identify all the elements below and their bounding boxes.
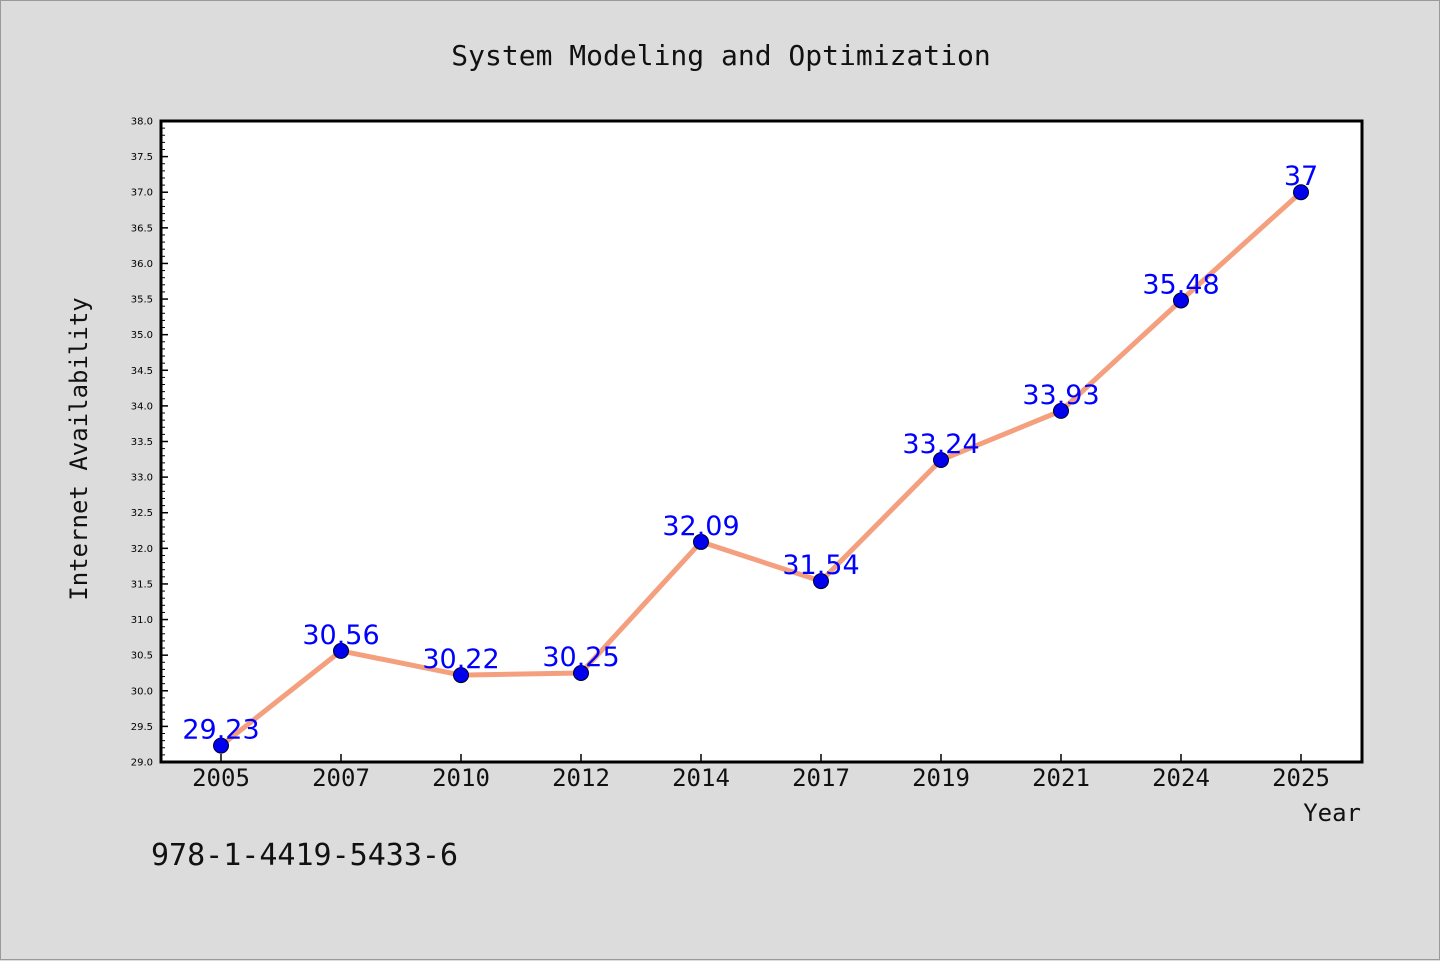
y-tick-label: 38.0 [131,117,153,128]
data-label: 37 [1284,161,1318,192]
data-point [453,667,469,684]
data-point [1053,402,1069,419]
y-tick-label: 31.5 [131,579,153,590]
isbn-text: 978-1-4419-5433-6 [151,838,458,873]
y-tick-label: 30.0 [131,686,153,697]
series-line [218,189,1304,749]
x-axis: 2005 2007 2010 2012 2014 2017 2019 2021 2024 2025 [192,754,1330,792]
data-label: 31.54 [782,550,859,581]
data-label: 30.22 [422,644,499,675]
chart-title: System Modeling and Optimization [451,39,990,72]
y-tick-label: 32.5 [131,508,153,519]
y-tick-label: 31.0 [131,615,153,626]
y-tick-label: 29.0 [131,758,153,769]
y-tick-label: 36.5 [131,223,153,234]
data-label: 29.23 [182,715,259,746]
y-axis-label: Internet Availability [65,297,93,600]
y-tick-label: 37.0 [131,188,153,199]
plot-area [159,119,1364,764]
data-point [213,737,229,754]
x-tick-label: 2007 [312,764,370,792]
x-tick-label: 2005 [192,764,250,792]
data-point [333,642,349,659]
data-point [813,573,829,590]
y-tick-label: 35.5 [131,295,153,306]
y-tick-label: 33.0 [131,473,153,484]
x-tick-label: 2025 [1272,764,1330,792]
x-tick-label: 2019 [912,764,970,792]
x-tick-label: 2012 [552,764,610,792]
data-labels: 29.23 30.56 30.22 30.25 32.09 31.54 33.24 33.93… [182,161,1318,745]
data-point [933,452,949,469]
y-tick-label: 37.5 [131,152,153,163]
series [213,184,1309,754]
x-tick-label: 2024 [1152,764,1210,792]
data-point [1173,292,1189,309]
y-tick-label: 29.5 [131,722,153,733]
x-axis-label: Year [1303,799,1361,827]
x-tick-label: 2010 [432,764,490,792]
y-tick-label: 35.0 [131,330,153,341]
y-tick-label: 34.0 [131,401,153,412]
y-tick-label: 34.5 [131,366,153,377]
data-label: 35.48 [1142,269,1219,300]
data-label: 33.24 [902,429,979,460]
data-point [1293,184,1309,201]
y-tick-label: 32.0 [131,544,153,555]
data-label: 33.93 [1022,380,1099,411]
x-tick-label: 2014 [672,764,730,792]
data-label: 30.56 [302,620,379,651]
x-tick-label: 2021 [1032,764,1090,792]
y-tick-label: 33.5 [131,437,153,448]
y-tick-label: 30.5 [131,651,153,662]
y-axis: 29.0 29.5 30.0 30.5 31.0 31.5 32.0 32.5 33.0 33.5… [131,117,168,769]
data-point [693,533,709,550]
data-label: 32.09 [662,511,739,542]
data-label: 30.25 [542,642,619,673]
x-tick-label: 2017 [792,764,850,792]
data-point [573,664,589,681]
y-tick-label: 36.0 [131,259,153,270]
